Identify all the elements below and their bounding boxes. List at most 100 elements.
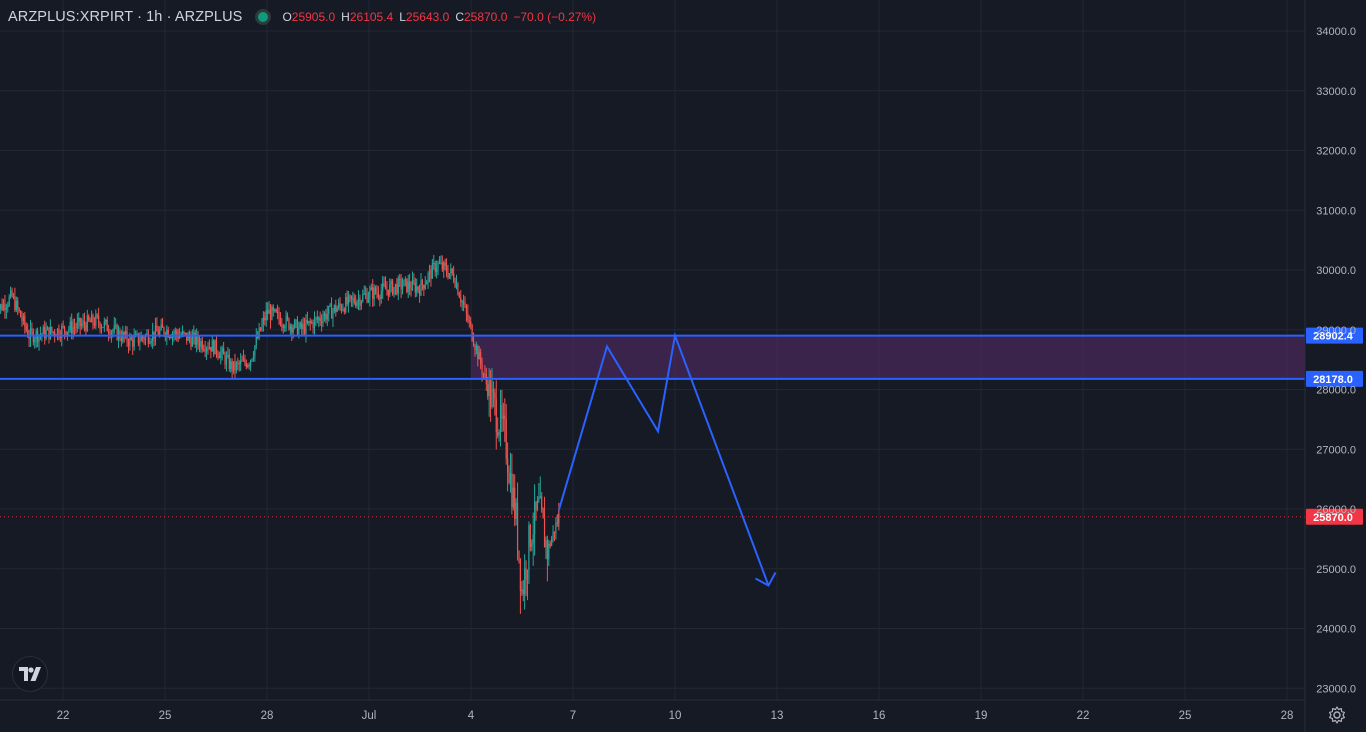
candle-body [312, 322, 314, 328]
candle-body [437, 262, 439, 269]
candle-body [352, 298, 354, 300]
candle-body [0, 304, 2, 310]
candle-body [242, 358, 245, 361]
last-price-badge [1306, 508, 1363, 525]
price-tick-label: 24000.0 [1316, 624, 1356, 636]
candle-body [546, 539, 548, 560]
candle-body [201, 340, 203, 350]
projection-path[interactable] [557, 331, 777, 587]
open-value: 25905.0 [291, 10, 336, 24]
candle-body [176, 330, 178, 335]
tradingview-logo-icon[interactable] [12, 656, 48, 692]
candle-body [411, 280, 414, 291]
candle-body [418, 289, 421, 296]
candle-body [89, 320, 91, 323]
candle-body [149, 342, 151, 344]
change-value: −70.0 (−0.27%) [513, 10, 597, 24]
candle-body [232, 361, 235, 372]
candle-body [150, 340, 152, 343]
candle-body [340, 305, 343, 311]
price-axis[interactable]: 34000.0 33000.0 32000.0 31000.0 30000.0 29000… [1304, 0, 1356, 732]
candle-body [390, 280, 392, 285]
candle-body [512, 487, 514, 508]
candle-body [76, 321, 78, 328]
candle-body [478, 351, 480, 360]
candle-body [204, 349, 206, 352]
candle-body [205, 348, 208, 352]
candle-body [470, 321, 472, 325]
candle-body [458, 294, 460, 298]
candle-body [8, 296, 10, 306]
open-label: O [282, 10, 292, 24]
candle-body [102, 327, 104, 329]
candle-body [98, 315, 100, 324]
candle-body [132, 339, 134, 347]
candle-body [196, 334, 198, 345]
candle-body [224, 354, 226, 365]
candle-body [524, 568, 526, 595]
symbol-title[interactable]: ARZPLUS:XRPIRT · 1h · ARZPLUS [8, 9, 243, 25]
candle-body [139, 340, 141, 344]
time-tick-label: 13 [771, 710, 784, 722]
candle-body [467, 312, 469, 321]
time-tick-label: 22 [1077, 710, 1090, 722]
candle-body [430, 269, 432, 279]
candle-body [258, 327, 260, 338]
symbol-header: ARZPLUS:XRPIRT · 1h · ARZPLUS O25905.0 H… [8, 6, 596, 28]
candle-body [376, 292, 378, 294]
candle-body [27, 330, 29, 337]
candle-body [350, 295, 353, 299]
settings-gear-icon[interactable] [1327, 705, 1347, 725]
candle-body [140, 336, 142, 341]
candle-body [85, 324, 87, 331]
candle-body [143, 338, 145, 341]
candle-body [95, 314, 97, 326]
candle-body [92, 315, 94, 324]
candle-body [71, 321, 73, 334]
candle-body [154, 325, 157, 339]
candle-body [17, 300, 19, 309]
candle-body [353, 298, 355, 303]
candle-body [315, 317, 317, 319]
candle-body [519, 558, 521, 592]
candle-body [220, 352, 222, 359]
time-tick-label: 19 [975, 710, 988, 722]
candle-body [125, 331, 127, 337]
candle-body [321, 321, 323, 324]
candle-body [428, 269, 431, 274]
candle-body [248, 364, 250, 366]
candle-body [58, 328, 60, 337]
candle-body [147, 333, 149, 344]
candle-body [424, 284, 426, 289]
candle-body [78, 317, 80, 322]
candle-body [386, 289, 388, 291]
candle-body [261, 323, 263, 331]
candle-body [24, 315, 26, 327]
projection-polyline[interactable] [557, 331, 770, 586]
candle-body [28, 336, 30, 340]
time-axis[interactable]: 22 25 28 Jul 4 7 10 13 16 19 22 25 28 [0, 699, 1305, 722]
candle-body [198, 342, 201, 347]
high-value: 26105.4 [349, 10, 394, 24]
candle-body [25, 326, 27, 331]
candle-body [72, 327, 74, 334]
horizontal-levels[interactable]: 28902.4 28178.0 25870.0 [0, 327, 1363, 525]
candle-body [268, 309, 270, 314]
candle-body [538, 498, 540, 501]
candle-body [528, 525, 530, 571]
price-tick-label: 25000.0 [1316, 564, 1356, 576]
candle-body [465, 305, 468, 313]
candle-body [427, 273, 429, 282]
candle-body [112, 330, 114, 333]
candle-body [51, 326, 53, 332]
candle-body [487, 383, 489, 397]
candle-body [400, 279, 402, 290]
candle-body [441, 262, 443, 270]
last-candle-body [558, 514, 560, 517]
candle-body [460, 297, 462, 303]
last-price-label: 25870.0 [1313, 512, 1353, 524]
candle-body [5, 307, 7, 311]
candle-body [96, 314, 98, 316]
candle-body [475, 346, 477, 350]
